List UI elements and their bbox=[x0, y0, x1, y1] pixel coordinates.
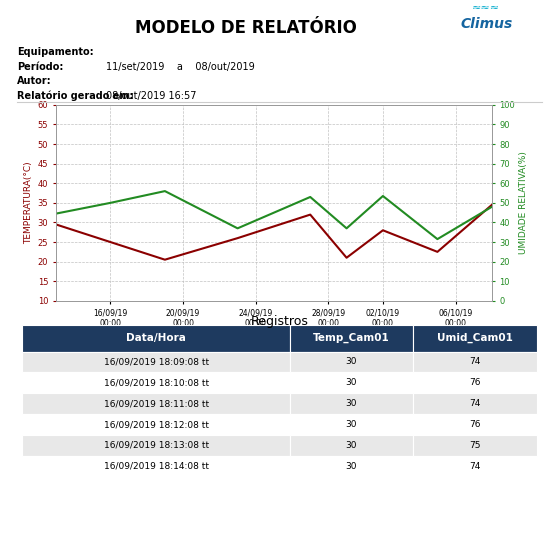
Text: Data/Hora: Data/Hora bbox=[126, 333, 186, 343]
Bar bbox=[22, 414, 290, 435]
Text: 16/09/2019 18:14:08 tt: 16/09/2019 18:14:08 tt bbox=[103, 462, 209, 471]
Bar bbox=[413, 456, 537, 477]
Text: 74: 74 bbox=[469, 462, 481, 471]
Text: 16/09/2019 18:12:08 tt: 16/09/2019 18:12:08 tt bbox=[103, 420, 209, 429]
Text: MODELO DE RELATÓRIO: MODELO DE RELATÓRIO bbox=[135, 19, 357, 38]
Text: 16/09/2019 18:11:08 tt: 16/09/2019 18:11:08 tt bbox=[103, 399, 209, 408]
Bar bbox=[413, 373, 537, 393]
Text: 16/09/2019 18:13:08 tt: 16/09/2019 18:13:08 tt bbox=[103, 441, 209, 450]
Bar bbox=[22, 373, 290, 393]
Text: Registros: Registros bbox=[250, 315, 309, 328]
Text: 30: 30 bbox=[346, 441, 357, 450]
Text: 16/09/2019 18:09:08 tt: 16/09/2019 18:09:08 tt bbox=[103, 358, 209, 367]
Text: Temp_Cam01: Temp_Cam01 bbox=[313, 333, 390, 343]
Text: 16/09/2019 18:10:08 tt: 16/09/2019 18:10:08 tt bbox=[103, 378, 209, 388]
Text: Umid_Cam01: Umid_Cam01 bbox=[437, 333, 513, 343]
Bar bbox=[290, 393, 413, 414]
Bar bbox=[290, 352, 413, 373]
Text: 30: 30 bbox=[346, 399, 357, 408]
Text: 76: 76 bbox=[469, 378, 481, 388]
Bar bbox=[22, 435, 290, 456]
Bar bbox=[290, 435, 413, 456]
Text: 74: 74 bbox=[469, 399, 481, 408]
Bar bbox=[413, 393, 537, 414]
Text: 74: 74 bbox=[469, 358, 481, 367]
Bar bbox=[290, 414, 413, 435]
Text: 30: 30 bbox=[346, 358, 357, 367]
Text: 30: 30 bbox=[346, 420, 357, 429]
Bar bbox=[22, 393, 290, 414]
Text: Equipamento:: Equipamento: bbox=[17, 47, 93, 57]
Bar bbox=[413, 352, 537, 373]
Text: 08/out/2019 16:57: 08/out/2019 16:57 bbox=[106, 91, 197, 100]
Text: ≈≈≈: ≈≈≈ bbox=[472, 3, 500, 13]
Text: Relatório gerado em:: Relatório gerado em: bbox=[17, 91, 133, 101]
Text: 75: 75 bbox=[469, 441, 481, 450]
Text: 76: 76 bbox=[469, 420, 481, 429]
Bar bbox=[22, 325, 290, 352]
Text: Autor:: Autor: bbox=[17, 76, 51, 86]
Bar bbox=[290, 373, 413, 393]
Bar bbox=[22, 456, 290, 477]
Text: 11/set/2019    a    08/out/2019: 11/set/2019 a 08/out/2019 bbox=[106, 62, 255, 72]
Text: 30: 30 bbox=[346, 378, 357, 388]
Text: Climus: Climus bbox=[460, 17, 513, 30]
X-axis label: TEMPO: TEMPO bbox=[257, 332, 291, 342]
Y-axis label: TEMPERATURA(°C): TEMPERATURA(°C) bbox=[25, 162, 34, 244]
Text: 30: 30 bbox=[346, 462, 357, 471]
Bar bbox=[413, 414, 537, 435]
Bar bbox=[413, 325, 537, 352]
Bar bbox=[290, 456, 413, 477]
Bar bbox=[22, 352, 290, 373]
Text: Período:: Período: bbox=[17, 62, 63, 72]
Bar bbox=[290, 325, 413, 352]
Y-axis label: UMIDADE RELATIVA(%): UMIDADE RELATIVA(%) bbox=[519, 151, 528, 254]
Bar bbox=[413, 435, 537, 456]
